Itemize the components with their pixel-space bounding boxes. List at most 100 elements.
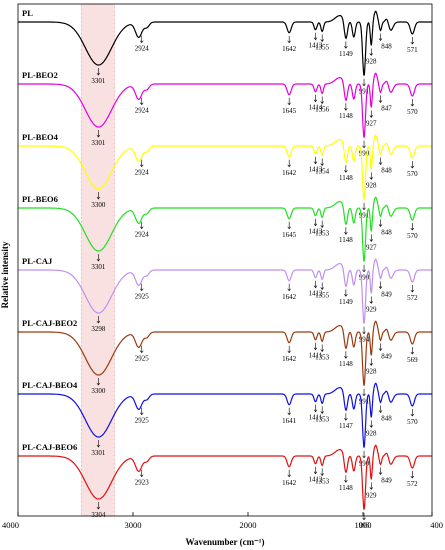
peak-label: 991 <box>359 212 370 220</box>
peak-arrowhead <box>362 393 366 397</box>
y-axis-title: Relative intensity <box>0 241 10 308</box>
peak-arrowhead <box>362 207 366 211</box>
peak-arrowhead <box>410 165 415 169</box>
x-tick-label: 4000 <box>2 520 19 530</box>
peak-arrowhead <box>140 102 144 106</box>
peak-arrowhead <box>96 506 101 510</box>
peak-arrowhead <box>410 413 415 417</box>
peak-label: 1412 <box>309 476 324 484</box>
peak-arrowhead <box>320 411 324 414</box>
peak-label: 1641 <box>282 417 297 425</box>
peak-arrowhead <box>369 115 374 118</box>
peak-arrowhead <box>362 83 366 87</box>
peak-arrowhead <box>140 164 144 168</box>
peak-label: 3304 <box>91 511 106 519</box>
peak-label: 570 <box>407 170 418 178</box>
series-line <box>18 10 432 76</box>
peak-arrowhead <box>140 288 144 292</box>
series-line <box>18 72 432 138</box>
peak-label: 849 <box>381 352 392 360</box>
peak-arrowhead <box>320 39 324 42</box>
peak-arrowhead <box>140 226 144 230</box>
peak-label: 991 <box>359 398 370 406</box>
peak-label: 993 <box>359 522 370 530</box>
peak-arrowhead <box>344 232 348 235</box>
peak-arrowhead <box>344 108 348 111</box>
peak-label: 1411 <box>309 352 323 360</box>
peak-label: 2924 <box>135 45 150 53</box>
peak-label: 1642 <box>282 355 297 363</box>
peak-label: 570 <box>407 108 418 116</box>
peak-arrowhead <box>344 480 348 483</box>
peak-label: 1413 <box>309 228 324 236</box>
peak-label: 1148 <box>339 236 353 244</box>
peak-label: 928 <box>366 429 377 437</box>
peak-arrowhead <box>378 100 383 103</box>
peak-arrowhead <box>287 102 291 106</box>
peak-label: 571 <box>407 46 418 54</box>
peak-label: 1414 <box>309 104 324 112</box>
peak-arrowhead <box>320 349 324 352</box>
peak-arrowhead <box>410 475 415 479</box>
peak-label: 572 <box>407 480 418 488</box>
series-line <box>18 258 432 324</box>
peak-label: 928 <box>366 367 377 375</box>
peak-arrowhead <box>287 474 291 478</box>
peak-arrowhead <box>287 164 291 168</box>
peak-label: 1353 <box>315 353 330 361</box>
peak-label: 849 <box>381 476 392 484</box>
peak-arrowhead <box>320 163 324 166</box>
peak-arrowhead <box>378 162 383 165</box>
series-line <box>18 196 432 262</box>
series-line <box>18 382 432 448</box>
peak-label: 1642 <box>282 479 297 487</box>
peak-arrowhead <box>362 331 366 335</box>
peak-label: 848 <box>381 42 392 50</box>
peak-label: 2924 <box>135 107 150 115</box>
peak-label: 1645 <box>282 231 297 239</box>
peak-label: 572 <box>407 294 418 302</box>
peak-label: 1356 <box>315 105 330 113</box>
x-axis-title: Wavenumber (cm⁻¹) <box>185 537 264 547</box>
peak-arrowhead <box>287 350 291 354</box>
peak-label: 3300 <box>91 387 106 395</box>
series-line <box>18 320 432 386</box>
peak-arrowhead <box>378 472 383 475</box>
peak-label: 3301 <box>91 139 106 147</box>
peak-arrowhead <box>320 225 324 228</box>
peak-arrowhead <box>96 444 101 448</box>
peak-arrowhead <box>369 301 374 304</box>
peak-arrowhead <box>313 161 318 165</box>
peak-label: 3301 <box>91 263 106 271</box>
series-label: PL-BEO2 <box>22 70 58 80</box>
peak-arrowhead <box>362 145 366 149</box>
peak-arrowhead <box>140 40 144 44</box>
series-label: PL-CAJ-BEO6 <box>22 442 77 452</box>
peak-label: 569 <box>407 356 418 364</box>
series-label: PL-BEO4 <box>22 132 59 142</box>
peak-arrowhead <box>96 258 101 262</box>
peak-label: 1353 <box>315 415 330 423</box>
peak-label: 927 <box>366 243 377 251</box>
peak-label: 929 <box>366 305 377 313</box>
peak-arrowhead <box>378 410 383 413</box>
peak-arrowhead <box>287 40 291 44</box>
peak-arrowhead <box>362 269 366 273</box>
peak-arrowhead <box>313 409 318 413</box>
peak-arrowhead <box>96 382 101 386</box>
peak-label: 1355 <box>315 291 330 299</box>
peak-arrowhead <box>378 286 383 289</box>
peak-label: 1147 <box>339 422 353 430</box>
series-label: PL <box>22 8 33 18</box>
axis-layer: 4000 3000 2000 1000 400 <box>2 3 443 530</box>
peak-arrowhead <box>369 239 374 242</box>
peak-arrowhead <box>369 425 374 428</box>
peak-label: 2924 <box>135 231 150 239</box>
peak-label: 570 <box>407 418 418 426</box>
peak-label: 1645 <box>282 107 297 115</box>
peak-arrowhead <box>344 170 348 173</box>
